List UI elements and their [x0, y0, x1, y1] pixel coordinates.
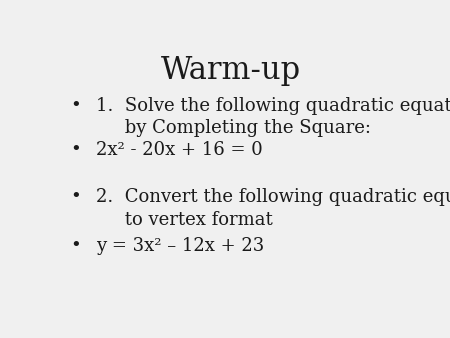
Text: •: •: [70, 97, 81, 115]
Text: •: •: [70, 141, 81, 159]
Text: •: •: [70, 237, 81, 255]
Text: 1.  Solve the following quadratic equation
     by Completing the Square:: 1. Solve the following quadratic equatio…: [96, 97, 450, 138]
Text: 2.  Convert the following quadratic equation
     to vertex format: 2. Convert the following quadratic equat…: [96, 188, 450, 228]
Text: y = 3x² – 12x + 23: y = 3x² – 12x + 23: [96, 237, 265, 255]
Text: 2x² - 20x + 16 = 0: 2x² - 20x + 16 = 0: [96, 141, 263, 159]
Text: •: •: [70, 188, 81, 206]
Text: Warm-up: Warm-up: [161, 55, 301, 86]
